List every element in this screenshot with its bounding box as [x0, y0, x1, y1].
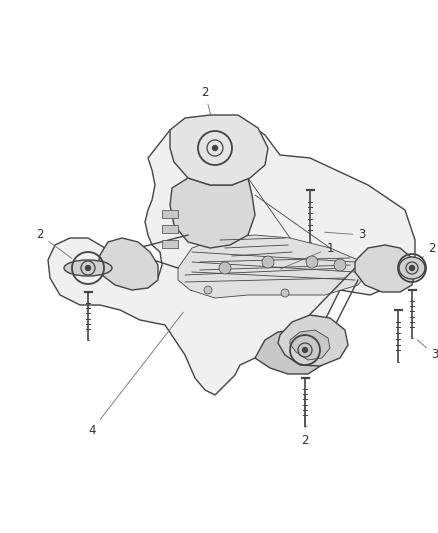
- Text: 3: 3: [417, 340, 438, 361]
- Polygon shape: [278, 315, 348, 366]
- Ellipse shape: [399, 257, 425, 279]
- Circle shape: [262, 256, 274, 268]
- Polygon shape: [48, 118, 415, 395]
- Text: 4: 4: [88, 312, 183, 437]
- FancyBboxPatch shape: [162, 240, 178, 248]
- Circle shape: [334, 259, 346, 271]
- Circle shape: [303, 348, 307, 352]
- FancyBboxPatch shape: [162, 210, 178, 218]
- Circle shape: [410, 265, 414, 271]
- Circle shape: [281, 289, 289, 297]
- Polygon shape: [290, 330, 330, 360]
- Text: 2: 2: [201, 85, 214, 130]
- Circle shape: [204, 286, 212, 294]
- Polygon shape: [178, 235, 368, 298]
- FancyBboxPatch shape: [162, 225, 178, 233]
- Circle shape: [85, 265, 91, 271]
- Text: 2: 2: [301, 395, 309, 447]
- Circle shape: [306, 256, 318, 268]
- Polygon shape: [170, 178, 255, 248]
- Polygon shape: [255, 330, 325, 374]
- Circle shape: [212, 146, 218, 150]
- Text: 2: 2: [36, 229, 72, 259]
- Text: 1: 1: [281, 241, 334, 269]
- Polygon shape: [98, 238, 158, 290]
- Ellipse shape: [64, 260, 112, 276]
- Circle shape: [219, 262, 231, 274]
- Polygon shape: [170, 115, 268, 185]
- Polygon shape: [355, 245, 415, 292]
- Text: 3: 3: [325, 229, 366, 241]
- Text: 2: 2: [422, 241, 436, 258]
